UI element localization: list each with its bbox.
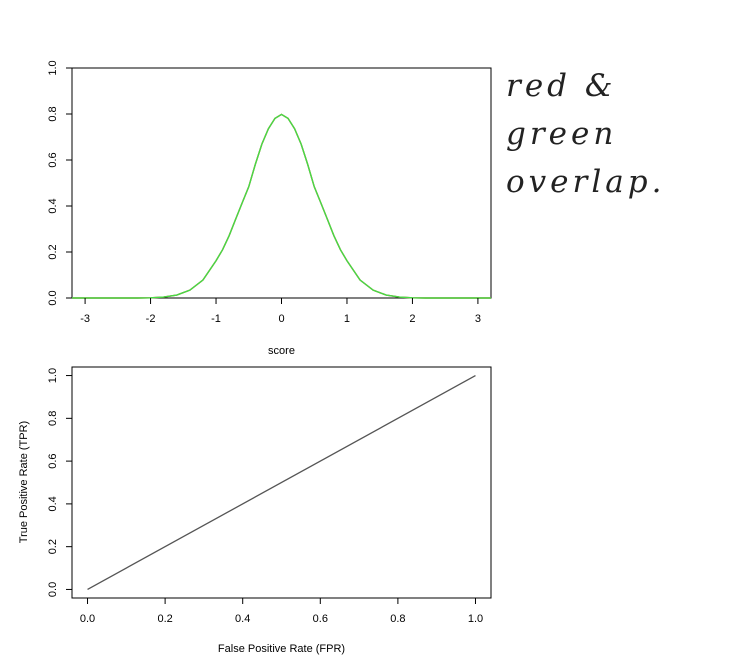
density-y-tick-label-2: 0.4 xyxy=(47,198,59,213)
roc-y-tick-label-5: 1.0 xyxy=(47,368,59,383)
roc-x-axis: 0.0 0.2 0.4 0.6 0.8 1.0 xyxy=(80,598,483,625)
density-x-tick-label-0: -3 xyxy=(80,313,90,325)
handwritten-note: red & green overlap. xyxy=(506,62,731,206)
roc-y-axis: 0.0 0.2 0.4 0.6 0.8 1.0 xyxy=(47,368,72,597)
density-x-tick-label-1: -2 xyxy=(146,313,156,325)
density-x-tick-label-4: 1 xyxy=(344,313,350,325)
handwritten-note-line-2: overlap. xyxy=(506,164,666,200)
roc-x-tick-label-1: 0.2 xyxy=(157,613,172,625)
roc-x-axis-title: False Positive Rate (FPR) xyxy=(218,643,345,655)
roc-y-axis-title: True Positive Rate (TPR) xyxy=(18,421,30,543)
roc-y-tick-label-2: 0.4 xyxy=(47,496,59,511)
density-x-tick-label-3: 0 xyxy=(278,313,284,325)
roc-plot-panel: 0.0 0.2 0.4 0.6 0.8 1.0 0.0 0.2 0.4 0.6 0.8 1.0 Fa… xyxy=(18,366,492,655)
density-y-axis: 0.0 0.2 0.4 0.6 0.8 1.0 xyxy=(47,60,72,306)
roc-x-tick-label-2: 0.4 xyxy=(235,613,250,625)
roc-y-tick-label-3: 0.6 xyxy=(47,453,59,468)
roc-x-tick-label-3: 0.6 xyxy=(313,613,328,625)
density-plot-frame xyxy=(71,67,492,299)
roc-y-tick-label-1: 0.2 xyxy=(47,539,59,554)
density-x-axis: -3 -2 -1 0 1 2 3 xyxy=(80,298,481,325)
density-x-axis-title: score xyxy=(268,345,295,357)
density-y-tick-label-4: 0.8 xyxy=(47,106,59,121)
density-plot-panel: -3 -2 -1 0 1 2 3 0.0 0.2 0.4 0.6 0.8 1.0 score xyxy=(47,60,492,357)
roc-series-group xyxy=(87,374,476,591)
roc-y-tick-label-4: 0.8 xyxy=(47,411,59,426)
density-x-tick-label-5: 2 xyxy=(409,313,415,325)
roc-x-tick-label-5: 1.0 xyxy=(468,613,483,625)
density-y-tick-label-0: 0.0 xyxy=(47,290,59,305)
roc-x-tick-label-4: 0.8 xyxy=(390,613,405,625)
density-series-line-1 xyxy=(72,113,491,299)
roc-y-tick-label-0: 0.0 xyxy=(47,582,59,597)
density-y-tick-label-1: 0.2 xyxy=(47,244,59,259)
roc-x-tick-label-0: 0.0 xyxy=(80,613,95,625)
density-series-line-0 xyxy=(72,113,491,299)
density-y-tick-label-5: 1.0 xyxy=(47,60,59,75)
density-y-tick-label-3: 0.6 xyxy=(47,152,59,167)
density-x-tick-label-2: -1 xyxy=(211,313,221,325)
density-x-tick-label-6: 3 xyxy=(475,313,481,325)
roc-plot-frame xyxy=(71,366,492,599)
handwritten-note-line-1: red & green xyxy=(506,68,618,152)
density-series-group xyxy=(72,113,491,299)
roc-series-line-0 xyxy=(87,374,476,591)
